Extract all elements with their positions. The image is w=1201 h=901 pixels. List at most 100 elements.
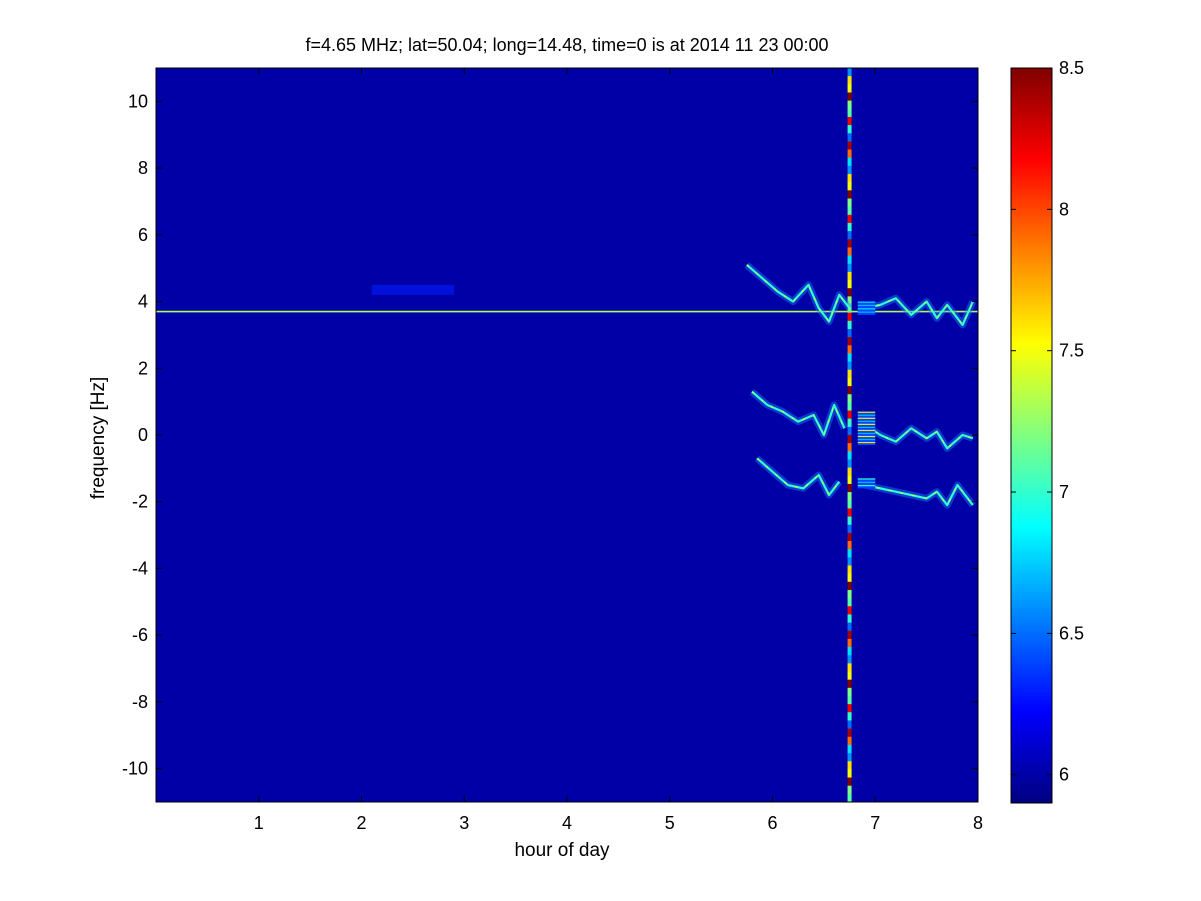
y-tick-label: 10 — [128, 91, 148, 111]
block-stripe — [857, 485, 876, 487]
vertical-line-segment — [847, 320, 852, 330]
block-stripe — [857, 426, 876, 429]
trace-line — [864, 483, 974, 507]
vertical-line-segment — [847, 614, 852, 624]
vertical-line-segment — [847, 328, 852, 338]
x-tick-label: 3 — [459, 813, 469, 833]
plot-area: 1 2 3 4 5 6 7 8 -10 -8 -6 -4 -2 0 2 4 6 8 10 — [122, 67, 983, 833]
vertical-line-segment — [847, 524, 852, 534]
vertical-line-segment — [847, 695, 852, 705]
vertical-line-segment — [847, 435, 852, 444]
colorbar-tick-label: 6 — [1059, 765, 1069, 785]
x-tick-label: 6 — [767, 813, 777, 833]
vertical-line-segment — [847, 630, 852, 640]
block-feature — [857, 411, 876, 446]
vertical-line-segment — [847, 761, 852, 770]
plot-background — [156, 68, 978, 802]
y-axis-ticks: -10 -8 -6 -4 -2 0 2 4 6 8 10 — [122, 91, 978, 779]
y-tick-label: 0 — [138, 425, 148, 445]
trace-highlight — [751, 391, 845, 437]
y-axis-label: frequency [Hz] — [88, 377, 109, 500]
vertical-line-segment — [847, 475, 852, 485]
vertical-line-segment — [847, 557, 852, 566]
x-tick-label: 4 — [562, 813, 572, 833]
trace-highlight — [864, 424, 974, 450]
vertical-line-segment — [847, 165, 852, 175]
y-tick-label: -6 — [132, 625, 148, 645]
vertical-line-segment — [847, 345, 852, 354]
y-tick-label: -2 — [132, 492, 148, 512]
vertical-line-segment — [847, 239, 852, 248]
vertical-line-segment — [847, 663, 852, 673]
block-stripe — [857, 311, 876, 313]
vertical-line-segment — [847, 443, 852, 452]
y-tick-label: 6 — [138, 225, 148, 245]
vertical-line-segment — [847, 753, 852, 762]
vertical-line-segment — [847, 377, 852, 387]
vertical-line-feature — [847, 68, 852, 802]
vertical-line-segment — [847, 247, 852, 257]
block-stripe — [857, 481, 876, 483]
colorbar: 6 6.5 7 7.5 8 8.5 — [1010, 58, 1084, 804]
vertical-line-segment — [847, 157, 852, 167]
block-stripe — [857, 308, 876, 310]
block-feature — [857, 478, 876, 489]
vertical-line-segment — [847, 280, 852, 289]
vertical-line-segment — [847, 288, 852, 297]
vertical-line-segment — [847, 231, 852, 240]
vertical-line-segment — [847, 638, 852, 648]
x-tick-label: 1 — [254, 813, 264, 833]
block-stripe — [857, 417, 876, 419]
block-feature — [857, 301, 876, 315]
vertical-line-segment — [847, 402, 852, 412]
vertical-line-segment — [847, 793, 852, 802]
vertical-line-segment — [847, 451, 852, 460]
vertical-line-segment — [847, 361, 852, 371]
vertical-line-segment — [847, 149, 852, 159]
colorbar-tick-label: 8 — [1059, 199, 1069, 219]
vertical-line-segment — [847, 687, 852, 697]
colorbar-frame — [1010, 67, 1053, 804]
vertical-line-segment — [847, 141, 852, 151]
vertical-line-segment — [847, 736, 852, 746]
vertical-line-segment — [847, 68, 852, 77]
vertical-line-segment — [847, 598, 852, 607]
vertical-line-segment — [847, 744, 852, 754]
vertical-line-segment — [847, 92, 852, 102]
x-tick-label: 8 — [973, 813, 983, 833]
vertical-line-segment — [847, 296, 852, 306]
block-stripe — [857, 441, 876, 444]
y-tick-label: 4 — [138, 292, 148, 312]
trace-line — [756, 457, 841, 497]
vertical-line-segment — [847, 222, 852, 232]
vertical-line-segment — [847, 655, 852, 664]
vertical-line-segment — [847, 492, 852, 501]
vertical-line-segment — [847, 516, 852, 526]
block-stripe — [857, 435, 876, 438]
vertical-line-segment — [847, 255, 852, 265]
vertical-line-segment — [847, 182, 852, 191]
x-tick-label: 2 — [356, 813, 366, 833]
x-axis-ticks: 1 2 3 4 5 6 7 8 — [254, 68, 983, 833]
vertical-line-segment — [847, 337, 852, 346]
vertical-line-segment — [847, 785, 852, 795]
block-stripe — [857, 420, 876, 422]
vertical-line-segment — [847, 125, 852, 134]
vertical-line-segment — [847, 622, 852, 632]
block-stripe — [857, 438, 876, 441]
vertical-line-segment — [847, 679, 852, 689]
vertical-line-segment — [847, 769, 852, 779]
vertical-line-segment — [847, 573, 852, 583]
trace-line — [746, 264, 851, 323]
vertical-line-segment — [847, 671, 852, 681]
vertical-line-segment — [847, 426, 852, 436]
block-stripe — [857, 304, 876, 307]
block-fill — [857, 478, 876, 489]
block-stripe — [857, 301, 876, 303]
vertical-line-segment — [847, 116, 852, 126]
block-stripe — [857, 411, 876, 413]
vertical-line-segment — [847, 304, 852, 314]
y-tick-label: -4 — [132, 558, 148, 578]
colorbar-tick-label: 8.5 — [1059, 58, 1084, 78]
